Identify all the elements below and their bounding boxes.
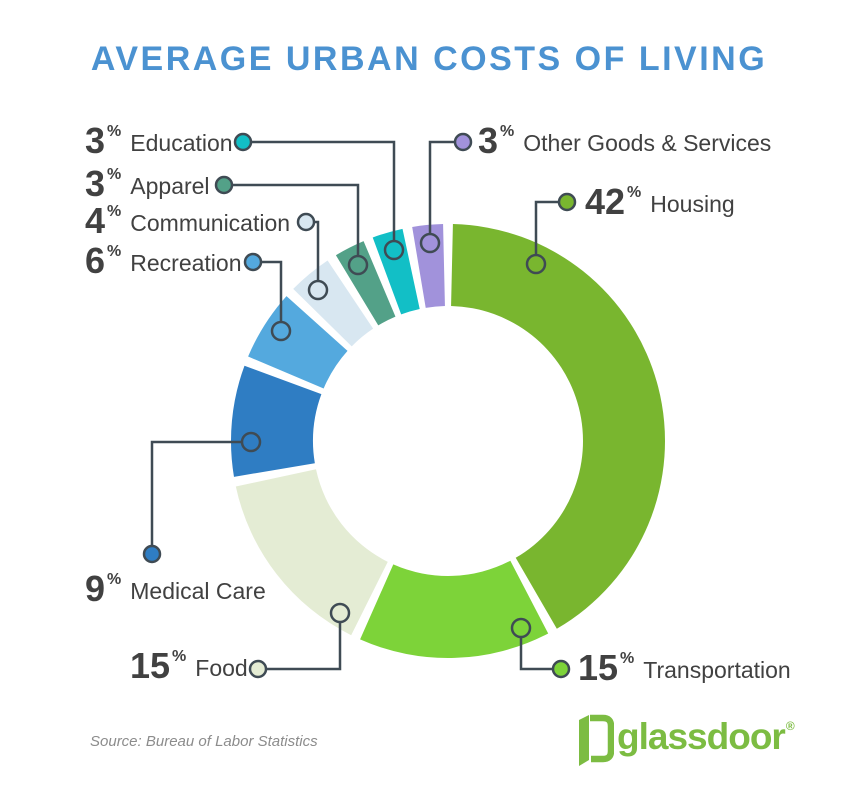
registered-mark: ® bbox=[785, 719, 795, 733]
percent-sign: % bbox=[500, 123, 515, 140]
callout-marker-housing bbox=[525, 253, 547, 275]
callout-line-transportation bbox=[519, 637, 553, 671]
percent-value: 6 bbox=[85, 240, 106, 281]
category-label: Education bbox=[130, 130, 233, 156]
legend-dot-transportation bbox=[551, 659, 571, 679]
percent-sign: % bbox=[627, 184, 642, 201]
category-label: Other Goods & Services bbox=[523, 130, 772, 156]
label-communication: 4% Communication bbox=[85, 203, 290, 239]
percent-value: 15 bbox=[130, 645, 171, 686]
legend-dot-education bbox=[233, 132, 253, 152]
legend-dot-food bbox=[248, 659, 268, 679]
category-label: Communication bbox=[130, 210, 291, 236]
percent-sign: % bbox=[107, 243, 122, 260]
percent-value: 15 bbox=[578, 647, 619, 688]
callout-line-communication bbox=[314, 220, 320, 281]
callout-marker-food bbox=[329, 602, 351, 624]
percent-value: 42 bbox=[585, 181, 626, 222]
callout-line-education bbox=[251, 140, 396, 241]
percent-sign: % bbox=[620, 650, 635, 667]
callout-line-medical-care bbox=[150, 440, 242, 549]
label-other-goods-services: 3% Other Goods & Services bbox=[478, 123, 771, 159]
callout-marker-transportation bbox=[510, 617, 532, 639]
glassdoor-door-icon bbox=[579, 714, 614, 766]
percent-sign: % bbox=[107, 203, 122, 220]
percent-value: 3 bbox=[85, 120, 106, 161]
callout-marker-education bbox=[383, 239, 405, 261]
legend-dot-housing bbox=[557, 192, 577, 212]
legend-dot-recreation bbox=[243, 252, 263, 272]
legend-dot-medical-care bbox=[142, 544, 162, 564]
callout-line-food bbox=[266, 622, 342, 671]
callout-line-apparel bbox=[232, 183, 360, 256]
category-label: Transportation bbox=[643, 657, 791, 683]
slice-transportation bbox=[360, 560, 549, 658]
slice-other-goods-services bbox=[412, 224, 445, 308]
slice-housing bbox=[451, 224, 665, 629]
percent-value: 3 bbox=[85, 163, 106, 204]
callout-marker-other-goods-services bbox=[419, 232, 441, 254]
category-label: Recreation bbox=[130, 250, 242, 276]
legend-dot-apparel bbox=[214, 175, 234, 195]
callout-line-housing bbox=[534, 200, 559, 255]
percent-sign: % bbox=[107, 123, 122, 140]
glassdoor-logo: glassdoor ® bbox=[576, 710, 795, 766]
legend-dot-communication bbox=[296, 212, 316, 232]
label-education: 3% Education bbox=[85, 123, 233, 159]
label-recreation: 6% Recreation bbox=[85, 243, 242, 279]
slice-recreation bbox=[248, 296, 348, 389]
label-food: 15% Food bbox=[130, 648, 248, 684]
percent-value: 4 bbox=[85, 200, 106, 241]
legend-dot-other-goods-services bbox=[453, 132, 473, 152]
percent-sign: % bbox=[172, 648, 187, 665]
percent-value: 9 bbox=[85, 568, 106, 609]
percent-sign: % bbox=[107, 166, 122, 183]
glassdoor-wordmark: glassdoor bbox=[617, 716, 786, 757]
slice-medical-care bbox=[230, 365, 322, 477]
callout-marker-medical-care bbox=[240, 431, 262, 453]
slice-food bbox=[235, 469, 388, 636]
callout-marker-communication bbox=[307, 279, 329, 301]
callout-line-recreation bbox=[261, 260, 283, 322]
callout-marker-recreation bbox=[270, 320, 292, 342]
percent-sign: % bbox=[107, 571, 122, 588]
label-medical-care: 9% Medical Care bbox=[85, 571, 266, 607]
label-transportation: 15% Transportation bbox=[578, 650, 791, 686]
label-apparel: 3% Apparel bbox=[85, 166, 210, 202]
callout-marker-apparel bbox=[347, 254, 369, 276]
page-title: AVERAGE URBAN COSTS OF LIVING bbox=[90, 40, 768, 78]
category-label: Medical Care bbox=[130, 578, 266, 604]
category-label: Food bbox=[195, 655, 248, 681]
category-label: Housing bbox=[650, 191, 735, 217]
source-note: Source: Bureau of Labor Statistics bbox=[90, 733, 318, 750]
label-housing: 42% Housing bbox=[585, 184, 735, 220]
category-label: Apparel bbox=[130, 173, 210, 199]
callout-line-other-goods-services bbox=[428, 140, 455, 234]
slice-apparel bbox=[335, 241, 396, 326]
percent-value: 3 bbox=[478, 120, 499, 161]
